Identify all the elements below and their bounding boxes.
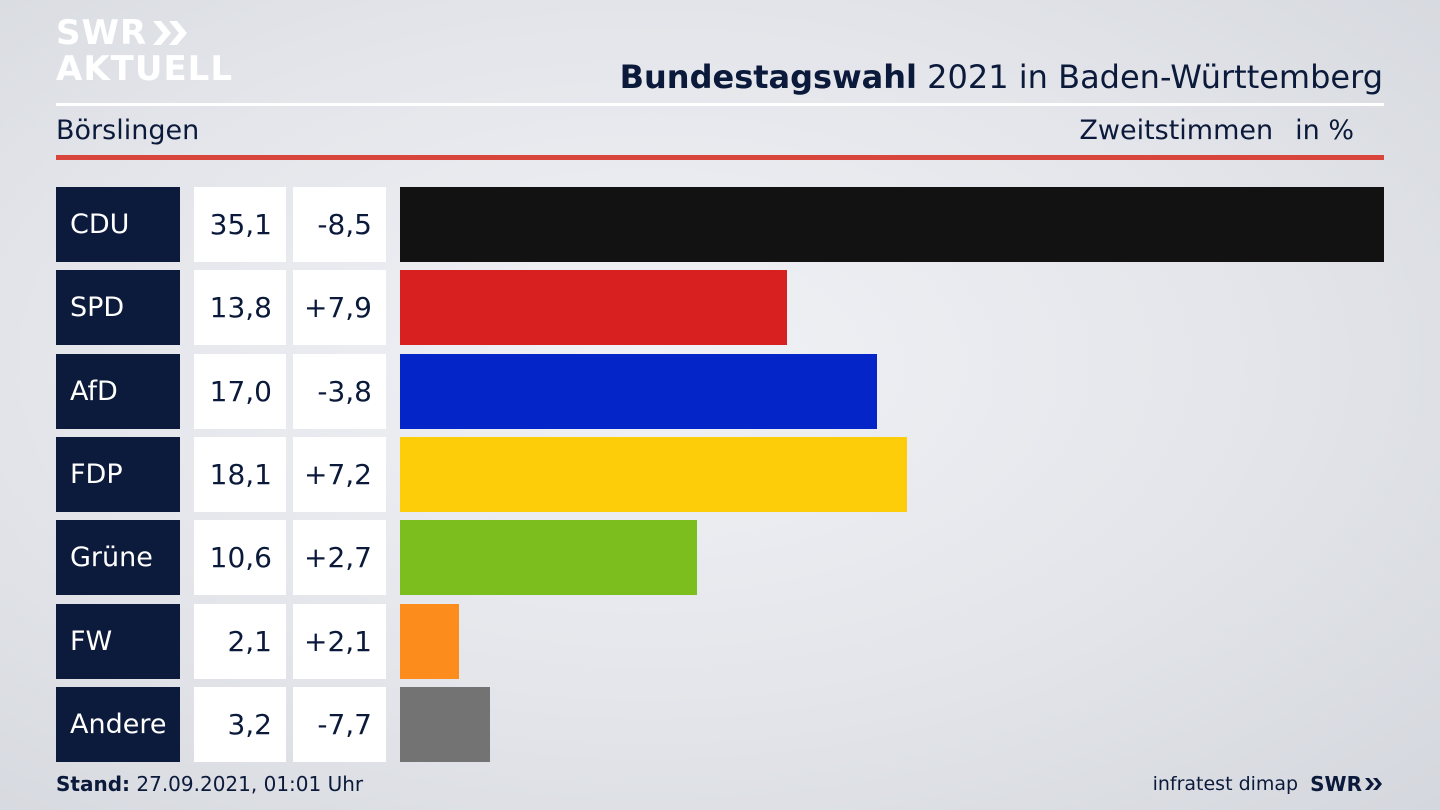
party-label: AfD (56, 353, 180, 429)
diff-label: +2,1 (293, 603, 386, 679)
diff-label: +7,2 (293, 436, 386, 512)
value-label: 18,1 (194, 436, 286, 512)
bar (400, 520, 697, 596)
swr-brand-text: SWR (1310, 772, 1362, 796)
bar-row: Grüne 10,6 +2,7 (56, 520, 1384, 596)
value-label: 2,1 (194, 603, 286, 679)
source-credit: infratest dimap SWR (1153, 772, 1384, 796)
party-label: Grüne (56, 520, 180, 596)
unit-label: in % (1295, 115, 1354, 146)
logo-swr-text: SWR (56, 13, 148, 53)
bar (400, 686, 490, 762)
bar (400, 270, 787, 346)
diff-label: +2,7 (293, 520, 386, 596)
value-label: 35,1 (194, 187, 286, 262)
stand-value: 27.09.2021, 01:01 Uhr (130, 772, 364, 796)
source-name: infratest dimap (1152, 773, 1299, 795)
party-label: Andere (56, 686, 180, 762)
header-divider (56, 103, 1384, 106)
swr-logo-small: SWR (1310, 772, 1384, 796)
value-label: 3,2 (194, 686, 286, 762)
bar-row: SPD 13,8 +7,9 (56, 270, 1384, 346)
stand-label: Stand: (56, 772, 131, 796)
diff-label: -7,7 (293, 686, 386, 762)
bar-row: AfD 17,0 -3,8 (56, 353, 1384, 429)
accent-divider (56, 155, 1384, 160)
bar-row: Andere 3,2 -7,7 (56, 686, 1384, 762)
bar (400, 603, 459, 679)
value-label: 17,0 (194, 353, 286, 429)
chart-title: Bundestagswahl 2021 in Baden-Württemberg (620, 58, 1383, 96)
party-label: SPD (56, 270, 180, 346)
double-chevron-icon (153, 21, 188, 45)
value-label: 13,8 (194, 270, 286, 346)
region-name: Börslingen (56, 115, 200, 146)
logo-aktuell-text: AKTUELL (56, 49, 234, 89)
swr-aktuell-logo: SWR AKTUELL (56, 16, 233, 86)
chart-subtitle: Zweitstimmen in % (1079, 115, 1354, 146)
timestamp: Stand: 27.09.2021, 01:01 Uhr (56, 772, 363, 796)
title-rest: 2021 in Baden-Württemberg (916, 58, 1383, 96)
diff-label: -8,5 (293, 187, 386, 262)
double-chevron-small-icon (1365, 778, 1382, 790)
bar-row: FW 2,1 +2,1 (56, 603, 1384, 679)
party-label: FW (56, 603, 180, 679)
party-label: CDU (56, 187, 180, 262)
measure-label: Zweitstimmen (1079, 115, 1274, 146)
bar (400, 187, 1384, 262)
diff-label: -3,8 (293, 353, 386, 429)
value-label: 10,6 (194, 520, 286, 596)
title-bold: Bundestagswahl (619, 58, 917, 96)
bar-row: FDP 18,1 +7,2 (56, 436, 1384, 512)
diff-label: +7,9 (293, 270, 386, 346)
bar-row: CDU 35,1 -8,5 (56, 187, 1384, 262)
bar (400, 436, 907, 512)
bar (400, 353, 877, 429)
party-label: FDP (56, 436, 180, 512)
